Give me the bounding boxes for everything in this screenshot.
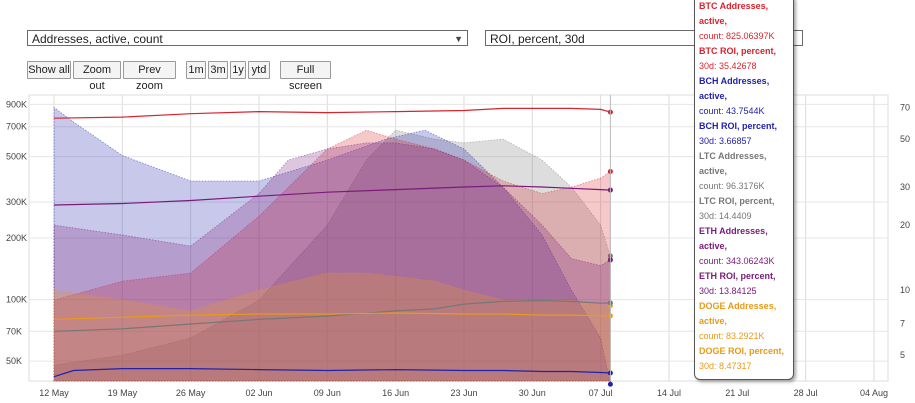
y-left-tick-label: 200K (6, 233, 27, 243)
tooltip-series-value: 30d: 3.66857 (699, 136, 752, 146)
tooltip: BTC Addresses, active, count: 825.06397K B… (694, 0, 794, 380)
series-area-ltc-roi-percent-30d (53, 129, 611, 382)
y-left-tick-label: 300K (6, 197, 27, 207)
tooltip-series-name: BCH ROI, percent, (699, 121, 778, 131)
y-right-tick-label: 70 (900, 103, 910, 113)
tooltip-series-value: 30d: 35.42678 (699, 61, 757, 71)
series-line-btc-addresses-active-count (53, 107, 611, 119)
x-tick-label: 09 Jun (314, 388, 341, 398)
tooltip-series-value: 30d: 8.47317 (699, 361, 752, 371)
x-tick-label: 02 Jun (245, 388, 272, 398)
x-tick-label: 04 Aug (860, 388, 888, 398)
left-metric-select[interactable]: Addresses, active, count ▼ (27, 30, 468, 46)
x-tick-label: 23 Jun (450, 388, 477, 398)
tooltip-series-name: ETH ROI, percent, (699, 271, 776, 281)
y-left-tick-label: 100K (6, 295, 27, 305)
tooltip-series-name: DOGE ROI, percent, (699, 346, 785, 356)
y-right-tick-label: 30 (900, 182, 910, 192)
x-tick-label: 30 Jun (519, 388, 546, 398)
y-right-tick-label: 50 (900, 134, 910, 144)
tooltip-series-value: count: 83.2921K (699, 331, 765, 341)
tooltip-series-name: BTC Addresses, active, (699, 1, 769, 26)
range-ytd-button[interactable]: ytd (248, 61, 270, 79)
range-1y-button[interactable]: 1y (230, 61, 246, 79)
tooltip-series-name: DOGE Addresses, active, (699, 301, 777, 326)
range-1m-button[interactable]: 1m (186, 61, 206, 79)
prev-zoom-button[interactable]: Prev zoom (123, 61, 176, 92)
y-right-tick-label: 7 (900, 319, 905, 329)
y-left-tick-label: 500K (6, 152, 27, 162)
x-tick-label: 14 Jul (657, 388, 681, 398)
y-left-tick-label: 70K (6, 326, 22, 336)
tooltip-series-name: BCH Addresses, active, (699, 76, 770, 101)
right-metric-value: ROI, percent, 30d (490, 32, 585, 46)
y-right-tick-label: 10 (900, 285, 910, 295)
tooltip-series-value: count: 96.3176K (699, 181, 765, 191)
tooltip-series-name: LTC Addresses, active, (699, 151, 767, 176)
x-tick-label: 07 Jul (589, 388, 613, 398)
x-tick-label: 12 May (39, 388, 69, 398)
x-tick-label: 21 Jul (725, 388, 749, 398)
tooltip-series-name: LTC ROI, percent, (699, 196, 775, 206)
x-tick-label: 16 Jun (382, 388, 409, 398)
tooltip-series-name: ETH Addresses, active, (699, 226, 768, 251)
left-metric-value: Addresses, active, count (32, 32, 163, 46)
y-left-tick-label: 700K (6, 122, 27, 132)
tooltip-series-name: BTC ROI, percent, (699, 46, 777, 56)
series-line-ltc-addresses-active-count (53, 299, 611, 332)
y-left-tick-label: 900K (6, 99, 27, 109)
x-tick-label: 26 May (176, 388, 206, 398)
x-tick-label: 19 May (108, 388, 138, 398)
tooltip-series-value: 30d: 13.84125 (699, 286, 757, 296)
tooltip-series-value: count: 43.7544K (699, 106, 765, 116)
tooltip-series-value: count: 825.06397K (699, 31, 775, 41)
tooltip-series-value: count: 343.06243K (699, 256, 775, 266)
zoom-out-button[interactable]: Zoom out (73, 61, 121, 92)
series-line-doge-addresses-active-count (53, 312, 611, 320)
tooltip-series-value: 30d: 14.4409 (699, 211, 752, 221)
y-right-tick-label: 5 (900, 350, 905, 360)
y-right-tick-label: 20 (900, 220, 910, 230)
series-line-eth-addresses-active-count (53, 185, 611, 206)
y-left-tick-label: 50K (6, 356, 22, 366)
series-area-doge-roi-percent-30d (53, 272, 611, 382)
series-point-bch-roi-percent-30d (607, 381, 613, 387)
series-area-eth-roi-percent-30d (53, 142, 611, 382)
show-all-button[interactable]: Show all (27, 61, 71, 79)
chevron-down-icon[interactable]: ▼ (454, 34, 463, 44)
x-tick-label: 28 Jul (794, 388, 818, 398)
full-screen-button[interactable]: Full screen (280, 61, 331, 92)
range-3m-button[interactable]: 3m (208, 61, 228, 79)
series-line-bch-addresses-active-count (53, 368, 611, 378)
